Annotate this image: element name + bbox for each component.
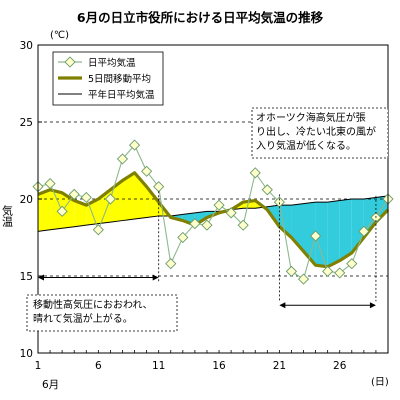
daily-marker-6 <box>92 224 104 236</box>
deviation-fills <box>38 172 388 267</box>
daily-marker-10 <box>141 165 153 177</box>
daily-marker-26 <box>334 267 346 279</box>
daily-marker-20 <box>261 184 273 196</box>
legend: 日平均気温 5日間移動平均 平年日平均気温 <box>52 51 164 106</box>
y-tick-label-10: 10 <box>20 348 33 360</box>
legend-label-normal: 平年日平均気温 <box>88 89 155 101</box>
daily-markers <box>32 139 394 285</box>
legend-label-daily: 日平均気温 <box>88 57 136 69</box>
x-tick-label-6: 6 <box>95 360 102 372</box>
annotation-right-line-1: り出し、冷たい北東の風が <box>256 125 376 138</box>
x-tick-label-11: 11 <box>152 360 165 372</box>
fill-below-normal <box>303 202 316 266</box>
fill-above-normal <box>146 186 159 218</box>
y-tick-label-20: 20 <box>20 194 33 206</box>
fill-below-normal <box>327 200 340 267</box>
y-unit-label: (℃) <box>50 30 69 41</box>
x-tick-label-1: 1 <box>35 360 42 372</box>
y-axis-label: 気温 <box>1 204 14 227</box>
daily-marker-18 <box>237 219 249 231</box>
month-label: 6月 <box>42 379 59 391</box>
fill-above-normal <box>50 189 63 230</box>
daily-marker-21 <box>273 196 285 208</box>
fill-above-normal <box>38 189 51 232</box>
daily-marker-3 <box>56 205 68 217</box>
annotations: 移動性高気圧におおわれ、晴れて気温が上がる。 オホーツク海高気圧が張り出し、冷たい… <box>26 107 389 332</box>
fill-below-normal <box>315 202 328 267</box>
daily-marker-8 <box>116 153 129 165</box>
annotation-box-left <box>26 294 178 332</box>
daily-marker-4 <box>68 188 80 200</box>
legend-label-moving-average: 5日間移動平均 <box>88 73 151 85</box>
daily-marker-17 <box>225 207 237 219</box>
x-tick-label-16: 16 <box>212 360 226 372</box>
fill-above-normal <box>110 180 123 223</box>
daily-marker-5 <box>80 191 92 204</box>
legend-marker-daily <box>64 56 76 68</box>
arrow-right-head-start <box>279 302 286 309</box>
y-tick-label-25: 25 <box>20 117 33 129</box>
fill-above-normal <box>122 172 135 221</box>
x-unit-label: (日) <box>371 377 389 388</box>
dashed-gridlines <box>38 121 388 277</box>
daily-marker-28 <box>358 225 370 237</box>
daily-marker-12 <box>165 258 177 270</box>
daily-marker-14 <box>189 218 201 230</box>
arrow-left-head-start <box>38 274 44 281</box>
daily-marker-11 <box>153 181 165 193</box>
daily-marker-16 <box>213 199 225 211</box>
daily-marker-25 <box>322 265 334 277</box>
y-tick-label-15: 15 <box>20 271 33 283</box>
fill-below-normal <box>339 199 352 261</box>
annotation-right-line-2: 入り気温が低くなる。 <box>256 139 356 152</box>
annotation-left-line-0: 移動性高気圧におおわれ、 <box>33 298 153 311</box>
daily-marker-9 <box>128 139 141 151</box>
fill-above-normal <box>62 192 75 229</box>
daily-marker-24 <box>310 230 322 242</box>
daily-marker-23 <box>297 273 310 285</box>
annotation-left-line-1: 晴れて気温が上がる。 <box>33 312 133 325</box>
arrow-left-head-end <box>152 274 159 281</box>
fill-above-normal <box>74 200 87 227</box>
annotation-right-line-0: オホーツク海高気圧が張 <box>256 111 366 124</box>
daily-marker-7 <box>104 193 116 205</box>
arrow-right-head-end <box>369 302 376 309</box>
daily-marker-19 <box>249 167 261 179</box>
daily-marker-27 <box>346 258 358 270</box>
x-tick-label-21: 21 <box>273 360 286 372</box>
daily-marker-13 <box>177 231 189 244</box>
daily-marker-22 <box>285 265 298 277</box>
daily-marker-15 <box>201 219 213 231</box>
daily-marker-2 <box>44 178 56 190</box>
y-tick-label-30: 30 <box>20 40 33 52</box>
annotation-box-right <box>251 107 389 159</box>
fill-below-normal <box>279 205 292 238</box>
x-tick-label-26: 26 <box>333 360 347 372</box>
chart-title: 6月の日立市役所における日平均気温の推移 <box>77 10 324 25</box>
